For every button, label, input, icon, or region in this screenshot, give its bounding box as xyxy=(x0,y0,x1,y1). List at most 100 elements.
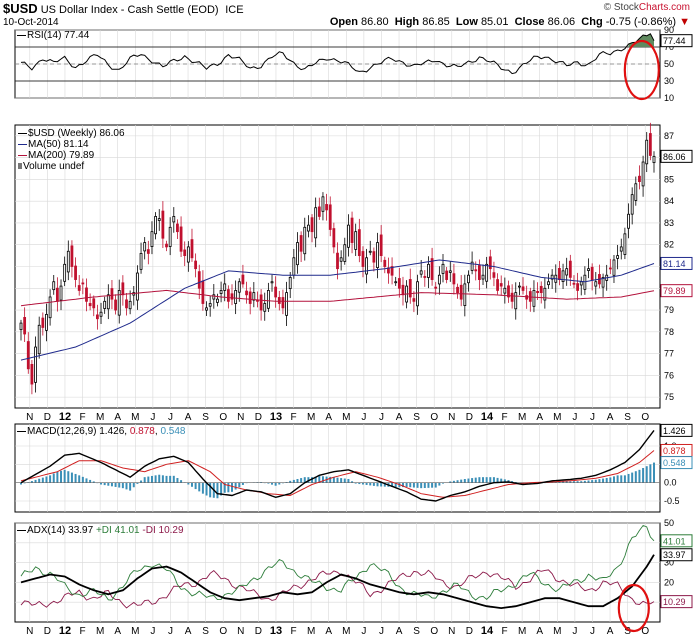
price-candle xyxy=(521,286,525,291)
macd-histogram-bar xyxy=(583,480,586,483)
signal-value-box-text: 0.878 xyxy=(663,446,686,456)
ma200-value-box-text: 79.89 xyxy=(663,286,686,296)
price-candle xyxy=(481,274,485,280)
macd-histogram-bar xyxy=(165,475,168,483)
adx-x-tick-label: A xyxy=(536,626,543,637)
price-candle xyxy=(532,290,536,307)
macd-histogram-bar xyxy=(449,481,452,483)
macd-histogram-bar xyxy=(391,482,394,487)
price-candle xyxy=(608,267,612,270)
adx-legend-label: ADX(14) xyxy=(27,525,66,536)
macd-histogram-bar xyxy=(642,468,645,483)
price-candle xyxy=(652,155,656,164)
macd-histogram-bar xyxy=(92,481,95,483)
macd-histogram-bar xyxy=(132,482,135,488)
price-candle xyxy=(48,296,52,319)
ohlc-summary: Open 86.80 High 86.85 Low 85.01 Close 86… xyxy=(330,16,690,28)
price-candle xyxy=(114,299,117,311)
rsi-value-box xyxy=(660,34,693,48)
rsi-line xyxy=(20,33,655,75)
macd-histogram-bar xyxy=(231,482,233,492)
macd-y-tick-label: 0.0 xyxy=(664,478,677,488)
macd-histogram-bar xyxy=(380,482,383,487)
price-candle xyxy=(288,276,292,290)
price-candle xyxy=(252,292,256,301)
macd-y-tick-label: -0.5 xyxy=(664,496,680,506)
price-x-tick-label: F xyxy=(501,412,507,423)
adx-x-tick-label: J xyxy=(361,626,366,637)
price-x-tick-label: N xyxy=(237,412,244,423)
macd-histogram-bar xyxy=(558,481,561,483)
macd-histogram-bar xyxy=(223,482,226,493)
macd-histogram-bar xyxy=(278,482,281,485)
price-candle xyxy=(77,285,81,291)
price-candle xyxy=(332,228,336,248)
macd-histogram-bar xyxy=(631,472,634,483)
macd-histogram-bar xyxy=(169,475,172,483)
macd-histogram-bar xyxy=(176,477,179,483)
macd-histogram-bar xyxy=(45,476,48,483)
adx-y-tick-label: 50 xyxy=(664,518,674,528)
macd-histogram-bar xyxy=(605,477,608,483)
adx-x-tick-label: J xyxy=(572,626,577,637)
price-x-tick-label: D xyxy=(466,412,473,423)
macd-histogram-bar xyxy=(340,478,343,483)
price-candle xyxy=(525,295,529,300)
price-candle xyxy=(601,276,605,288)
macd-histogram-bar xyxy=(121,482,124,489)
macd-histogram-bar xyxy=(514,481,517,483)
macd-histogram-bar xyxy=(41,477,44,483)
price-candle xyxy=(26,341,30,370)
macd-histogram-bar xyxy=(572,481,575,483)
adx-x-tick-label: M xyxy=(96,626,104,637)
price-candle xyxy=(539,285,543,294)
price-candle xyxy=(146,249,150,254)
price-candle xyxy=(128,300,132,310)
macd-histogram-bar xyxy=(241,482,244,485)
price-legend-main: $USD (Weekly) 86.06 xyxy=(18,128,125,139)
price-candle xyxy=(216,298,219,303)
price-candle xyxy=(470,261,474,271)
macd-histogram-bar xyxy=(485,477,488,483)
price-x-tick-label: J xyxy=(379,412,384,423)
macd-histogram-bar xyxy=(190,482,193,487)
macd-histogram-bar xyxy=(89,479,92,483)
macd-histogram-bar xyxy=(500,478,503,483)
macd-histogram-bar xyxy=(336,477,339,483)
price-candle xyxy=(212,294,216,300)
price-x-tick-label: M xyxy=(518,412,526,423)
macd-histogram-bar xyxy=(172,475,175,483)
macd-histogram-bar xyxy=(383,482,386,487)
price-candle xyxy=(34,346,37,383)
macd-histogram-bar xyxy=(216,482,219,499)
price-candle xyxy=(648,133,652,156)
price-value-box xyxy=(660,149,693,163)
macd-histogram-bar xyxy=(638,469,641,483)
price-candle xyxy=(263,303,267,312)
price-candle xyxy=(234,290,238,304)
adx-x-tick-label: N xyxy=(448,626,455,637)
price-x-tick-label: 13 xyxy=(270,411,282,423)
macd-value-box xyxy=(660,423,693,437)
price-candle xyxy=(143,242,147,252)
price-y-tick-label: 78 xyxy=(664,327,674,337)
price-candle xyxy=(321,196,325,212)
macd-histogram-bar xyxy=(274,482,277,486)
price-candle xyxy=(176,223,179,233)
price-candle xyxy=(612,259,616,276)
price-candle xyxy=(645,139,649,165)
price-x-tick-label: J xyxy=(361,412,366,423)
price-candle xyxy=(223,283,227,291)
price-candle xyxy=(81,282,85,285)
adx-x-tick-label: O xyxy=(219,626,227,637)
price-legend: $USD (Weekly) 86.06 MA(50) 81.14 MA(200)… xyxy=(18,128,125,172)
price-candle xyxy=(383,259,387,267)
minus-di-value-box-text: 10.29 xyxy=(663,597,686,607)
ma50-value-box-text: 81.14 xyxy=(663,259,686,269)
price-candle xyxy=(59,285,63,301)
price-candle xyxy=(467,274,470,284)
adx-x-tick-label: M xyxy=(553,626,561,637)
price-candle xyxy=(576,283,579,291)
exchange-label: ICE xyxy=(225,4,244,16)
macd-histogram-bar xyxy=(482,477,485,483)
